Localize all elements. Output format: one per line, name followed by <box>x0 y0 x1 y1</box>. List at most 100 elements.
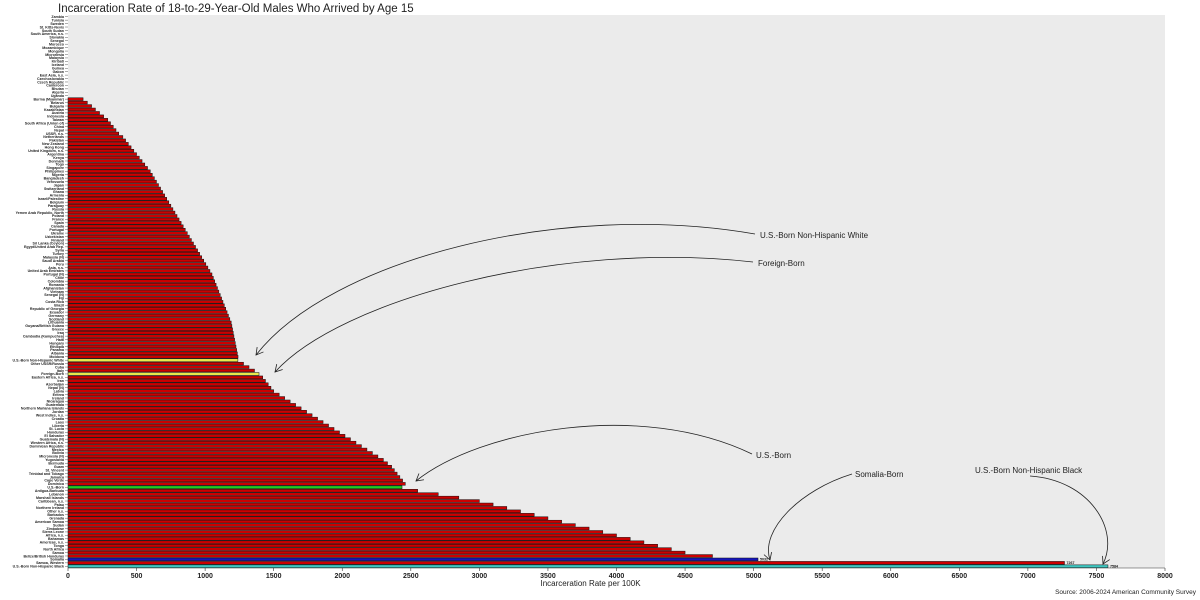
annotation-arrow <box>415 425 753 482</box>
bar <box>67 252 200 256</box>
bar <box>67 372 260 376</box>
bar <box>67 282 217 287</box>
category-label: Bahamas <box>48 537 64 541</box>
x-tick-label: 6500 <box>952 573 968 580</box>
category-label: Portugal <box>49 228 64 232</box>
bar <box>67 320 232 325</box>
category-label: Mozambique <box>42 46 64 50</box>
category-label: Brazil <box>54 304 64 308</box>
category-label: Nepal <box>54 128 64 132</box>
bar <box>67 149 135 153</box>
bar <box>67 310 228 314</box>
category-label: Ecuador <box>50 310 65 314</box>
category-label: Fiji <box>59 297 64 301</box>
category-label: South America, n.s. <box>31 32 64 36</box>
category-label: Chile <box>55 276 64 280</box>
bar <box>67 131 119 136</box>
category-label: Kiribati <box>52 60 64 64</box>
category-label: Italy <box>57 369 64 373</box>
category-label: Nigeria <box>52 173 65 177</box>
bar <box>67 296 222 301</box>
category-label: Guatemala <box>46 403 65 407</box>
category-label: North Africa <box>43 547 65 551</box>
category-label: Micronesia <box>45 53 65 57</box>
bar <box>67 327 233 331</box>
category-label: Marshall Islands <box>36 496 64 500</box>
bar <box>67 300 224 304</box>
annotation-label: U.S.-Born <box>756 451 791 460</box>
x-tick-label: 4500 <box>677 573 693 580</box>
bar <box>67 179 157 184</box>
bar <box>67 317 231 321</box>
category-label: Sierra Leone <box>42 530 64 534</box>
bar <box>67 506 508 510</box>
category-label: Sudan <box>53 523 64 527</box>
category-label: Singapore <box>46 166 64 170</box>
category-label: Czechoslovakia <box>37 77 65 81</box>
bar <box>67 533 617 538</box>
bar <box>67 155 140 160</box>
category-label: Uzbekistan <box>45 235 64 239</box>
bar <box>67 550 686 555</box>
category-label: Costa Rica <box>45 300 65 304</box>
bar <box>67 97 84 101</box>
category-label: Antigua-Barbuda <box>35 489 65 493</box>
bar <box>67 392 280 397</box>
bar <box>67 361 244 366</box>
bar <box>67 382 269 386</box>
category-label: Syria <box>55 249 65 253</box>
bar <box>67 358 239 362</box>
category-label: Trinidad and Tobago <box>29 472 65 476</box>
category-label: Albania <box>51 352 65 356</box>
bar <box>67 128 117 132</box>
category-label: Cameroon <box>46 84 64 88</box>
category-label: Morocco <box>49 42 65 46</box>
bar <box>67 499 480 503</box>
bar <box>67 440 357 445</box>
bar <box>67 111 100 115</box>
x-tick-label: 2000 <box>334 573 350 580</box>
bar <box>67 114 104 118</box>
bar <box>67 313 229 318</box>
bar <box>67 557 759 562</box>
category-label: Cape Verde <box>44 479 64 483</box>
bar <box>67 365 250 369</box>
bar <box>67 262 207 266</box>
x-tick-label: 5000 <box>746 573 762 580</box>
category-label: Bermuda <box>48 462 65 466</box>
category-label: South Sudan <box>42 29 64 33</box>
value-label: 5032 <box>760 558 768 562</box>
category-label: Romania <box>49 283 65 287</box>
bar <box>67 509 521 513</box>
bar <box>67 434 346 438</box>
annotation-label: U.S.-Born Non-Hispanic White <box>760 231 869 240</box>
x-tick-label: 2500 <box>403 573 419 580</box>
bar <box>67 530 604 534</box>
category-label: Pakistan <box>49 139 64 143</box>
annotation-label: U.S.-Born Non-Hispanic Black <box>975 466 1083 475</box>
bar <box>67 554 713 558</box>
category-label: Guyana/British Guiana <box>25 324 65 328</box>
category-label: United Kingdom, n.s. <box>28 149 64 153</box>
category-label: Grenada <box>49 516 65 520</box>
bar <box>67 430 340 434</box>
annotation-arrow <box>1029 475 1108 565</box>
category-label: Jamaica <box>50 475 65 479</box>
category-label: Yemen Arab Republic, North <box>16 211 64 215</box>
bar <box>67 104 92 108</box>
category-label: Peru <box>56 262 64 266</box>
category-label: Zimbabwe <box>46 527 64 531</box>
bar <box>67 289 220 294</box>
category-label: Ireland <box>52 396 64 400</box>
bar <box>67 444 362 448</box>
bar <box>67 475 401 479</box>
bar <box>67 334 235 338</box>
category-label: Egypt/United Arab Rep. <box>24 245 64 249</box>
x-axis: 0 500 1000 1500 2000 2500 3000 3500 4000 4500 5000… <box>66 567 1173 580</box>
bar <box>67 516 549 520</box>
category-label: Dominica <box>48 482 65 486</box>
category-label: Tunisia <box>52 18 65 22</box>
bar <box>67 502 494 507</box>
category-label: Kazakhstan <box>44 108 64 112</box>
source-note: Source: 2006-2024 American Community Sur… <box>1055 589 1197 596</box>
